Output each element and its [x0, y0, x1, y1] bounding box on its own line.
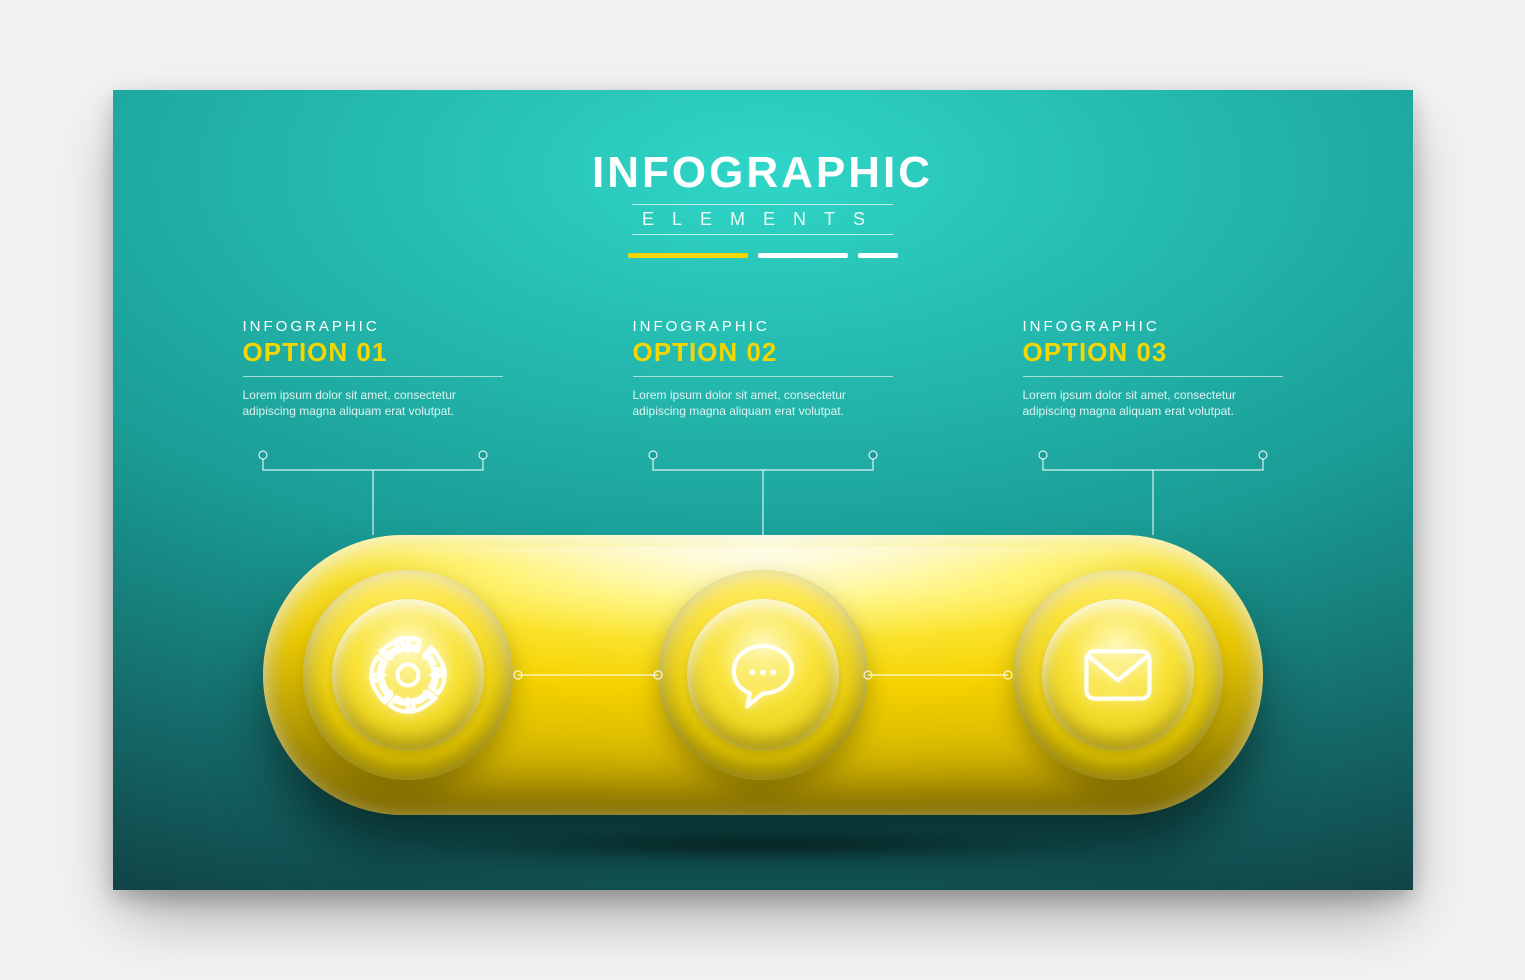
option-body-2: Lorem ipsum dolor sit amet, consectetur …	[633, 387, 893, 419]
knob-3	[1013, 570, 1223, 780]
header-subtitle: ELEMENTS	[632, 204, 893, 235]
option-kicker: INFOGRAPHIC	[243, 318, 503, 335]
option-title-3: OPTION 03	[1023, 337, 1283, 368]
option-block-3: INFOGRAPHIC OPTION 03 Lorem ipsum dolor …	[1023, 318, 1283, 419]
options-row: INFOGRAPHIC OPTION 01 Lorem ipsum dolor …	[113, 318, 1413, 419]
option-divider	[633, 376, 893, 377]
option-body-3: Lorem ipsum dolor sit amet, consectetur …	[1023, 387, 1283, 419]
pill-bar	[263, 535, 1263, 815]
option-title-1: OPTION 01	[243, 337, 503, 368]
header-accent-bars	[628, 253, 898, 258]
header: INFOGRAPHIC ELEMENTS	[113, 148, 1413, 258]
pill-shadow	[283, 820, 1243, 870]
option-body-1: Lorem ipsum dolor sit amet, consectetur …	[243, 387, 503, 419]
infographic-card: INFOGRAPHIC ELEMENTS INFOGRAPHIC OPTION …	[113, 90, 1413, 890]
option-divider	[243, 376, 503, 377]
option-kicker: INFOGRAPHIC	[633, 318, 893, 335]
accent-bar-1	[628, 253, 748, 258]
accent-bar-2	[758, 253, 848, 258]
option-kicker: INFOGRAPHIC	[1023, 318, 1283, 335]
knob-row	[263, 535, 1263, 815]
option-title-2: OPTION 02	[633, 337, 893, 368]
accent-bar-3	[858, 253, 898, 258]
knob-2	[658, 570, 868, 780]
option-divider	[1023, 376, 1283, 377]
header-title: INFOGRAPHIC	[592, 148, 933, 198]
option-block-1: INFOGRAPHIC OPTION 01 Lorem ipsum dolor …	[243, 318, 503, 419]
mail-icon	[1076, 633, 1160, 717]
knob-1	[303, 570, 513, 780]
option-block-2: INFOGRAPHIC OPTION 02 Lorem ipsum dolor …	[633, 318, 893, 419]
gear-icon	[366, 633, 450, 717]
chat-icon	[721, 633, 805, 717]
